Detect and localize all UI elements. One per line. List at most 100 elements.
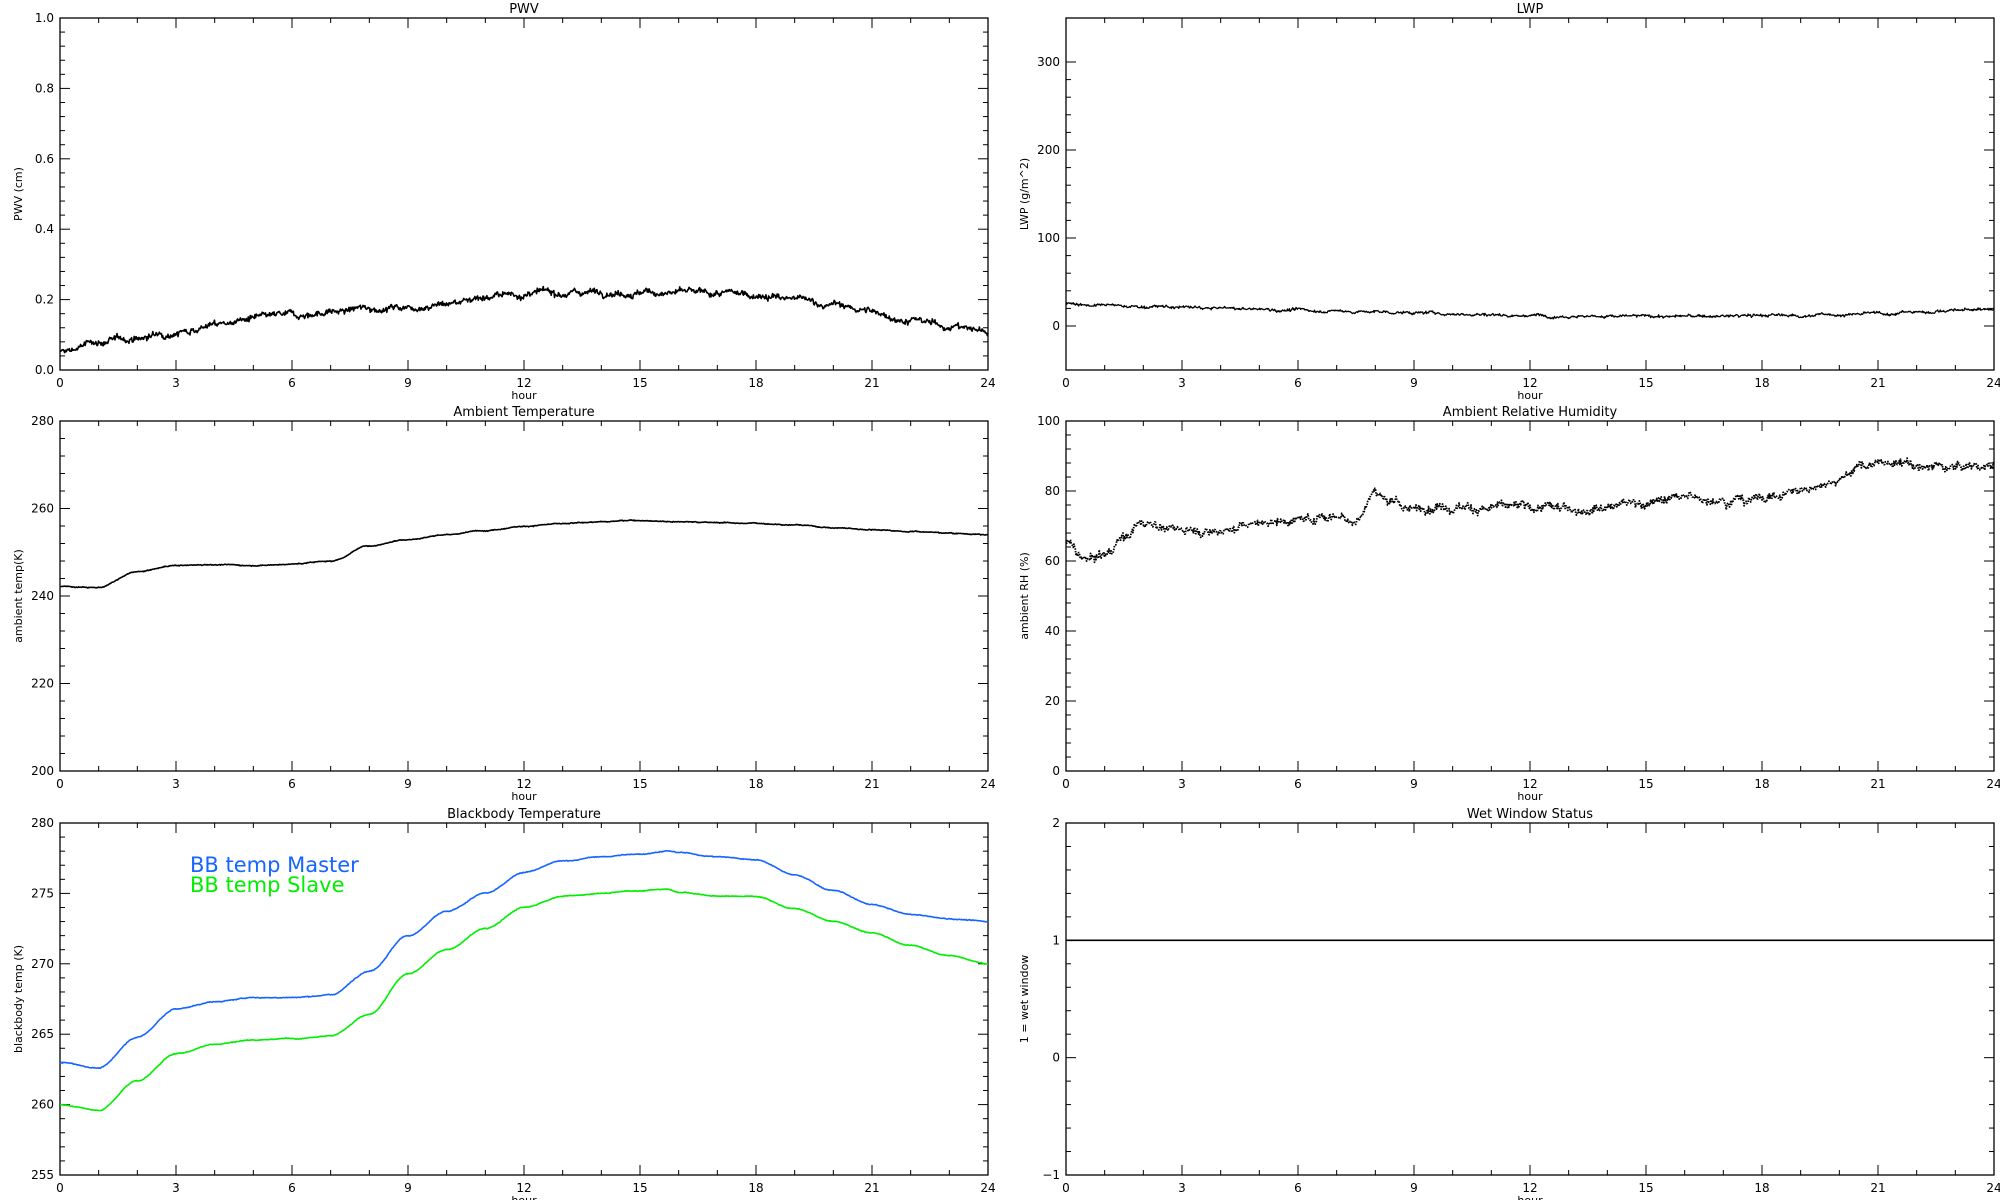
y-tick-label: 100	[1037, 414, 1060, 428]
y-tick-label: 220	[31, 677, 54, 691]
x-tick-label: 12	[1522, 376, 1537, 390]
chart-title: Ambient Temperature	[453, 405, 594, 420]
chart-ambient-relative-humidity: Ambient Relative Humidity hour ambient R…	[1018, 405, 2000, 803]
x-tick-label: 21	[864, 777, 879, 791]
chart-title: Ambient Relative Humidity	[1443, 405, 1618, 420]
y-tick-label: 0.0	[35, 363, 54, 377]
legend-entry-slave: BB temp Slave	[190, 873, 345, 897]
x-tick-label: 15	[1638, 1181, 1653, 1195]
y-tick-label: 300	[1037, 55, 1060, 69]
series-line-0	[1065, 301, 1995, 320]
x-tick-label: 21	[1870, 376, 1885, 390]
x-tick-label: 9	[404, 1181, 412, 1195]
chart-title: Wet Window Status	[1467, 807, 1593, 822]
x-tick-label: 15	[1638, 777, 1653, 791]
x-tick-label: 3	[1178, 1181, 1186, 1195]
x-tick-label: 18	[748, 777, 763, 791]
x-tick-label: 18	[748, 376, 763, 390]
chart-lwp: LWP hour LWP (g/m^2) 0 3 6 9 12 15 18 21 24 0 100 2…	[1018, 2, 2000, 402]
y-axis-label: blackbody temp (K)	[12, 945, 25, 1053]
x-tick-label: 18	[1754, 1181, 1769, 1195]
x-tick-label: 12	[516, 777, 531, 791]
y-tick-label: 0.2	[35, 293, 54, 307]
x-tick-label: 9	[404, 376, 412, 390]
x-axis-label: hour	[511, 790, 537, 803]
x-tick-label: 9	[1410, 1181, 1418, 1195]
y-tick-label: 260	[31, 1098, 54, 1112]
y-tick-label: 0	[1052, 1051, 1060, 1065]
series-line-bb-temp-slave	[59, 888, 989, 1112]
chart-wet-window-status: Wet Window Status hour 1 = wet window 0 3…	[1018, 807, 2000, 1200]
x-tick-label: 0	[56, 1181, 64, 1195]
y-tick-label: 20	[1045, 694, 1060, 708]
x-tick-label: 21	[864, 1181, 879, 1195]
legend-entry-master: BB temp Master	[190, 853, 359, 877]
x-axis-label: hour	[511, 1194, 537, 1200]
x-tick-label: 3	[172, 1181, 180, 1195]
y-axis-label: 1 = wet window	[1018, 955, 1031, 1044]
x-tick-label: 24	[980, 777, 995, 791]
x-tick-label: 6	[288, 376, 296, 390]
y-tick-label: 200	[31, 764, 54, 778]
x-tick-label: 3	[1178, 376, 1186, 390]
x-tick-label: 6	[1294, 376, 1302, 390]
x-tick-label: 12	[516, 1181, 531, 1195]
series-line-bb-temp-master	[59, 849, 989, 1070]
chart-blackbody-temperature: Blackbody Temperature hour blackbody tem…	[12, 807, 996, 1200]
x-tick-label: 21	[864, 376, 879, 390]
y-tick-label: 0	[1052, 764, 1060, 778]
x-tick-label: 21	[1870, 1181, 1885, 1195]
y-tick-label: 275	[31, 886, 54, 900]
x-tick-label: 24	[980, 1181, 995, 1195]
y-tick-label: 265	[31, 1027, 54, 1041]
y-tick-label: 0.4	[35, 222, 54, 236]
series-line-0	[1065, 457, 1995, 564]
x-tick-label: 6	[1294, 777, 1302, 791]
chart-ambient-temperature: Ambient Temperature hour ambient temp(K)…	[12, 405, 996, 803]
y-tick-label: 1	[1052, 933, 1060, 947]
x-tick-label: 24	[1986, 376, 2000, 390]
chart-title: LWP	[1517, 2, 1544, 17]
x-tick-label: 0	[56, 376, 64, 390]
y-tick-label: 0.6	[35, 152, 54, 166]
x-tick-label: 3	[172, 376, 180, 390]
x-axis-label: hour	[1517, 1194, 1543, 1200]
x-tick-label: 6	[1294, 1181, 1302, 1195]
y-axis-label: ambient RH (%)	[1018, 552, 1031, 640]
x-tick-label: 12	[1522, 1181, 1537, 1195]
y-tick-label: 240	[31, 589, 54, 603]
y-tick-label: 40	[1045, 624, 1060, 638]
x-tick-label: 18	[1754, 777, 1769, 791]
x-tick-label: 24	[980, 376, 995, 390]
x-tick-label: 12	[516, 376, 531, 390]
chart-title: Blackbody Temperature	[447, 807, 601, 822]
x-tick-label: 0	[56, 777, 64, 791]
x-tick-label: 0	[1062, 376, 1070, 390]
x-tick-label: 9	[1410, 376, 1418, 390]
y-tick-label: −1	[1042, 1168, 1060, 1182]
x-tick-label: 6	[288, 777, 296, 791]
x-tick-label: 15	[632, 1181, 647, 1195]
y-tick-label: 0.8	[35, 81, 54, 95]
x-axis-label: hour	[1517, 389, 1543, 402]
x-tick-label: 9	[404, 777, 412, 791]
y-tick-label: 270	[31, 957, 54, 971]
y-tick-label: 80	[1045, 484, 1060, 498]
x-tick-label: 3	[1178, 777, 1186, 791]
x-tick-label: 15	[1638, 376, 1653, 390]
x-tick-label: 12	[1522, 777, 1537, 791]
y-tick-label: 100	[1037, 231, 1060, 245]
x-tick-label: 9	[1410, 777, 1418, 791]
y-tick-label: 60	[1045, 554, 1060, 568]
y-axis-label: PWV (cm)	[12, 167, 25, 221]
y-tick-label: 1.0	[35, 11, 54, 25]
y-tick-label: 260	[31, 502, 54, 516]
x-tick-label: 18	[748, 1181, 763, 1195]
y-tick-label: 200	[1037, 143, 1060, 157]
chart-title: PWV	[509, 2, 539, 17]
x-axis-label: hour	[511, 389, 537, 402]
y-tick-label: 0	[1052, 319, 1060, 333]
y-tick-label: 2	[1052, 816, 1060, 830]
x-tick-label: 0	[1062, 1181, 1070, 1195]
